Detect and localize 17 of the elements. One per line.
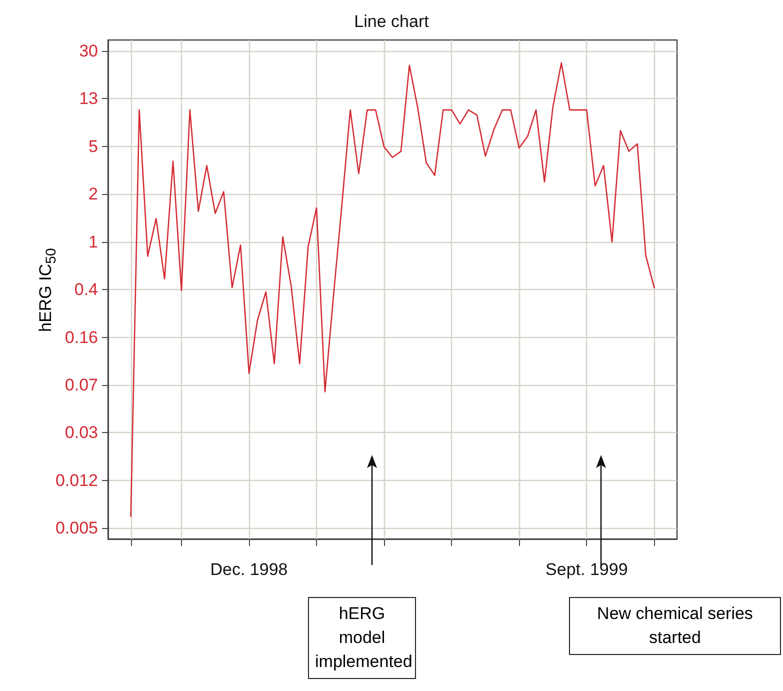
y-tick-label: 0.03 xyxy=(64,423,98,442)
x-tick-label: Sept. 1999 xyxy=(546,560,628,579)
y-tick-label: 0.005 xyxy=(55,518,98,538)
y-tick-label: 5 xyxy=(88,136,98,156)
y-tick-label: 0.012 xyxy=(55,471,98,490)
text: hERG model implemented xyxy=(308,597,416,679)
y-tick-label: 0.4 xyxy=(74,280,98,299)
y-tick-label: 2 xyxy=(88,184,98,204)
y-tick-label: 30 xyxy=(79,41,98,60)
line-series xyxy=(130,62,655,517)
text: New chemical series started xyxy=(569,597,781,655)
chart-title: Line chart xyxy=(354,12,430,31)
y-tick-label: 0.07 xyxy=(64,375,98,394)
y-tick-label: 13 xyxy=(79,89,98,108)
x-tick-label: Dec. 1998 xyxy=(210,560,288,579)
y-tick-label: 1 xyxy=(88,232,98,252)
y-tick-label: 0.16 xyxy=(64,328,98,347)
